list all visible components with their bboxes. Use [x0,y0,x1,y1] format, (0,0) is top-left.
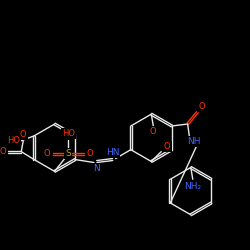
Text: O: O [164,142,170,151]
Text: O: O [150,128,156,136]
Text: HO: HO [7,136,20,145]
Text: O: O [20,130,26,139]
Text: O: O [198,102,205,111]
Text: NH: NH [187,137,200,146]
Text: O: O [0,147,6,156]
Text: O: O [87,149,94,158]
Text: HN: HN [106,148,119,157]
Text: NH₂: NH₂ [184,182,201,191]
Text: S: S [66,149,71,158]
Text: HO: HO [62,130,75,138]
Text: O: O [44,149,50,158]
Text: N: N [94,164,100,173]
